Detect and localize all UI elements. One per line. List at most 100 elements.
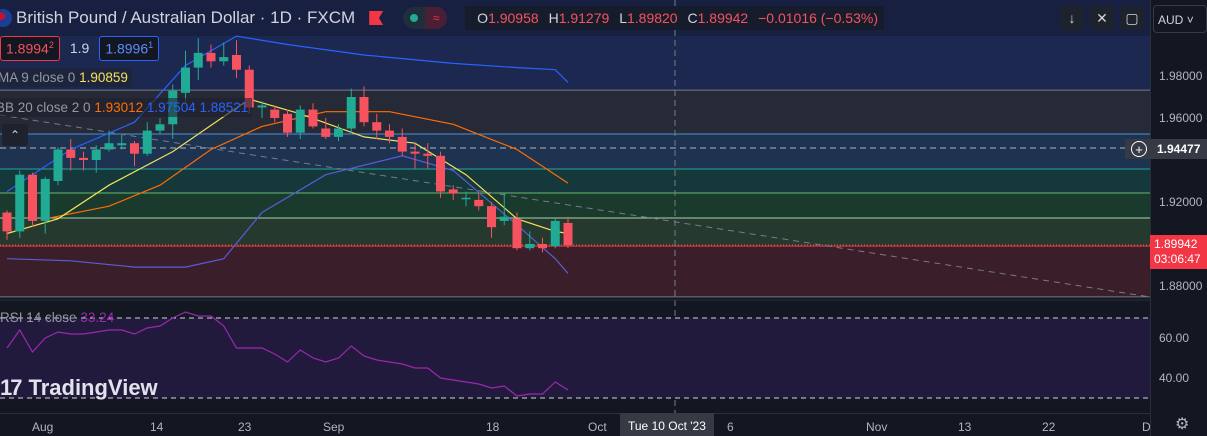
candle-body	[2, 212, 12, 232]
rsi-tick-label: 40.00	[1159, 371, 1190, 385]
candle-body	[372, 122, 382, 131]
price-tick-label: 1.88000	[1159, 279, 1203, 293]
spread: 1.9	[69, 40, 90, 57]
candle-body	[525, 244, 535, 249]
candle-body	[385, 130, 394, 137]
time-tick-label: 13	[958, 420, 972, 434]
bb-basis-line	[45, 111, 569, 220]
candle-body	[181, 67, 190, 93]
chart-header: British Pound / Australian Dollar · 1D ·…	[0, 0, 884, 36]
price-tick-label: 1.92000	[1159, 195, 1203, 209]
time-tick-label: Oct	[588, 420, 607, 434]
candle-body	[155, 124, 165, 131]
collapse-legend-button[interactable]: ⌃	[2, 124, 28, 146]
rsi-legend[interactable]: RSI 14 close 33.24	[0, 310, 115, 325]
market-status[interactable]: ≈	[403, 7, 448, 29]
fullscreen-button[interactable]: ▢	[1120, 6, 1144, 30]
time-tick-label: 14	[150, 420, 164, 434]
scroll-down-button[interactable]: ↓	[1060, 6, 1084, 30]
arrow-down-icon: ↓	[1068, 10, 1076, 26]
current-price-label: 1.89942 03:06:47	[1150, 235, 1207, 269]
time-tick-label: Aug	[32, 420, 54, 434]
candle-body	[40, 178, 50, 221]
fib-zone	[0, 217, 1150, 247]
tradingview-logo-icon: 17	[0, 375, 23, 400]
crosshair-price-label: +1.94477	[1125, 139, 1207, 159]
candle-body	[474, 199, 484, 207]
time-tick-label: Sep	[323, 420, 345, 434]
candle-body	[79, 157, 88, 160]
rsi-line	[6, 311, 569, 397]
price-tick-label: 1.98000	[1159, 69, 1203, 83]
fib-zone	[0, 246, 1150, 297]
bb-legend[interactable]: BB 20 close 2 0 1.93012 1.97504 1.88521	[0, 98, 253, 117]
time-tick-label: 18	[486, 420, 500, 434]
candle-body	[130, 143, 139, 154]
candle-body	[104, 143, 114, 150]
candle-body	[487, 206, 496, 228]
candle-body	[244, 69, 254, 108]
collapse-icon: ✕	[1096, 9, 1108, 26]
candle-body	[410, 151, 420, 154]
candle-body	[142, 130, 152, 154]
flag-icon[interactable]	[369, 11, 384, 25]
candle-body	[117, 143, 127, 146]
candle-body	[308, 109, 318, 127]
quote-row: 1.89942 1.9 1.89961	[0, 36, 160, 61]
sell-button[interactable]: 1.89942	[0, 36, 60, 61]
candle-body	[15, 174, 25, 232]
trendline	[0, 114, 1150, 298]
candle-body	[423, 153, 433, 156]
candle-body	[53, 149, 63, 181]
bb-upper-line	[6, 35, 569, 193]
candle-body	[232, 55, 241, 70]
fib-zone	[0, 169, 1150, 193]
candle-body	[28, 174, 37, 221]
candle-body	[538, 244, 547, 249]
time-tick-label: Nov	[866, 420, 888, 434]
time-tick-label: 6	[727, 420, 734, 434]
candle-body	[295, 109, 305, 133]
candle-body	[512, 218, 522, 249]
collapse-pane-button[interactable]: ✕	[1090, 6, 1114, 30]
currency-select[interactable]: AUD ˅	[1153, 5, 1207, 33]
rsi-band	[0, 318, 1150, 398]
crosshair-time-label: Tue 10 Oct '23	[620, 413, 714, 436]
settings-gear-icon[interactable]: ⚙	[1175, 416, 1190, 433]
candle-body	[397, 136, 407, 152]
tradingview-logo[interactable]: 17 TradingView	[0, 375, 158, 400]
price-tick-label: 1.96000	[1159, 111, 1203, 125]
ma-legend[interactable]: MA 9 close 0 1.90859	[0, 68, 132, 87]
ma9-line	[6, 98, 569, 235]
candle-body	[346, 97, 356, 129]
time-tick-label: 23	[238, 420, 252, 434]
chevron-down-icon: ˅	[1186, 13, 1194, 27]
symbol-title[interactable]: British Pound / Australian Dollar · 1D ·…	[16, 8, 356, 27]
time-axis[interactable]: Aug 14 23 Sep 18 Oct 6 Nov 13 22 D	[0, 413, 1151, 436]
candle-body	[193, 52, 203, 68]
candle-body	[321, 128, 331, 137]
candle-body	[206, 52, 216, 62]
time-tick-label: D	[1142, 420, 1151, 434]
ohlc-legend: O1.90958 H1.91279 L1.89820 C1.89942 −0.0…	[465, 6, 884, 30]
candle-body	[563, 223, 573, 246]
buy-button[interactable]: 1.89961	[99, 36, 160, 61]
candle-body	[66, 149, 76, 158]
price-chart[interactable]	[0, 0, 1150, 413]
candle-body	[359, 97, 369, 123]
market-open-icon	[403, 7, 425, 29]
delayed-data-icon: ≈	[425, 7, 448, 29]
candle-body	[550, 220, 560, 247]
time-tick-label: 22	[1042, 420, 1056, 434]
candle-body	[283, 113, 292, 133]
candle-body	[257, 105, 267, 108]
fib-zone	[0, 192, 1150, 218]
plus-icon[interactable]: +	[1131, 141, 1147, 157]
currency-flag-icon	[0, 9, 12, 27]
candle-body	[219, 57, 229, 62]
fullscreen-icon: ▢	[1125, 9, 1139, 26]
candle-body	[436, 155, 445, 192]
bb-lower-line	[6, 155, 569, 274]
price-axis[interactable]: 1.98000 1.96000 1.92000 1.88000 60.00 40.00	[1150, 0, 1207, 436]
zone-top	[0, 36, 1150, 91]
